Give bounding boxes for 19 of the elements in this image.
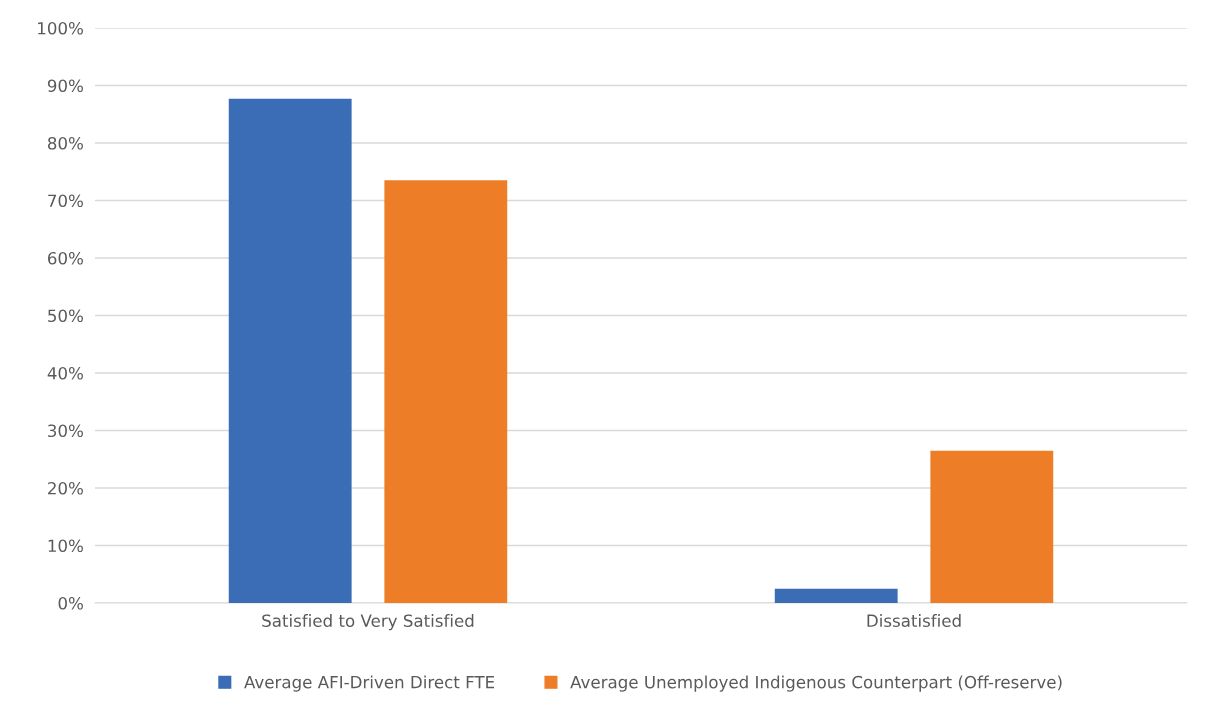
bar [228,98,352,603]
x-tick-label: Satisfied to Very Satisfied [262,614,474,631]
bar [930,450,1054,603]
y-tick-label: 80% [47,136,83,150]
y-tick-label: 60% [48,251,83,265]
bar [774,588,898,603]
legend-label: Average Unemployed Indigenous Counterpart (Off-reserve) [570,675,1062,692]
y-tick-label: 0% [58,596,83,610]
y-tick-label: 40% [47,366,83,380]
y-tick-label: 10% [48,539,83,553]
y-tick-label: 30% [48,424,83,438]
y-tick-label: 20% [48,481,83,495]
y-tick-label: 70% [48,194,83,208]
x-tick-label: Dissatisfied [867,614,961,628]
y-tick-label: 100% [38,21,83,35]
y-tick-label: 50% [48,309,83,323]
bar [384,180,508,603]
legend-label: Average AFI-Driven Direct FTE [244,675,495,692]
y-tick-label: 90% [47,79,83,93]
